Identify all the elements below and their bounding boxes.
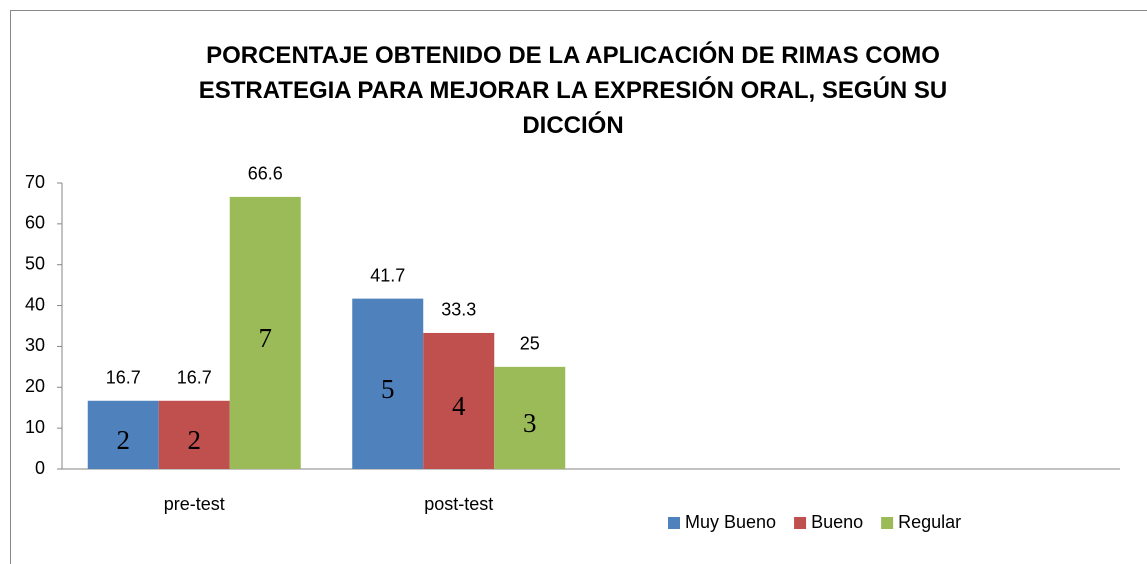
x-tick-label: post-test	[424, 494, 493, 514]
bar	[494, 366, 566, 469]
y-tick-label: 20	[25, 376, 45, 396]
data-label: 25	[520, 334, 540, 354]
y-tick-label: 0	[35, 458, 45, 478]
y-tick-label: 40	[25, 294, 45, 314]
y-tick-label: 60	[25, 213, 45, 233]
legend-swatch	[881, 517, 894, 529]
legend-swatch	[668, 517, 680, 529]
count-label: 5	[381, 374, 395, 404]
data-label: 33.3	[441, 300, 476, 320]
data-label: 16.7	[106, 368, 141, 388]
y-tick-label: 50	[25, 253, 45, 273]
y-tick-label: 10	[25, 417, 45, 437]
legend-swatch	[794, 517, 807, 529]
bar	[229, 196, 301, 470]
legend-label: Bueno	[811, 512, 863, 532]
bar	[352, 298, 424, 469]
legend-label: Muy Bueno	[685, 512, 776, 532]
bar	[423, 332, 495, 469]
chart-frame	[10, 10, 1147, 564]
data-label: 66.6	[248, 164, 283, 184]
count-label: 2	[117, 425, 131, 455]
legend-label: Regular	[898, 512, 961, 532]
y-tick-label: 70	[25, 172, 45, 192]
count-label: 2	[188, 425, 202, 455]
count-label: 3	[523, 408, 537, 438]
data-label: 16.7	[177, 368, 212, 388]
data-label: 41.7	[370, 265, 405, 285]
y-tick-label: 30	[25, 335, 45, 355]
bar	[158, 400, 230, 469]
bar	[87, 400, 159, 469]
count-label: 7	[259, 323, 273, 353]
count-label: 4	[452, 391, 466, 421]
chart-title: PORCENTAJE OBTENIDO DE LA APLICACIÓN DE …	[198, 42, 948, 139]
x-tick-label: pre-test	[164, 494, 225, 514]
